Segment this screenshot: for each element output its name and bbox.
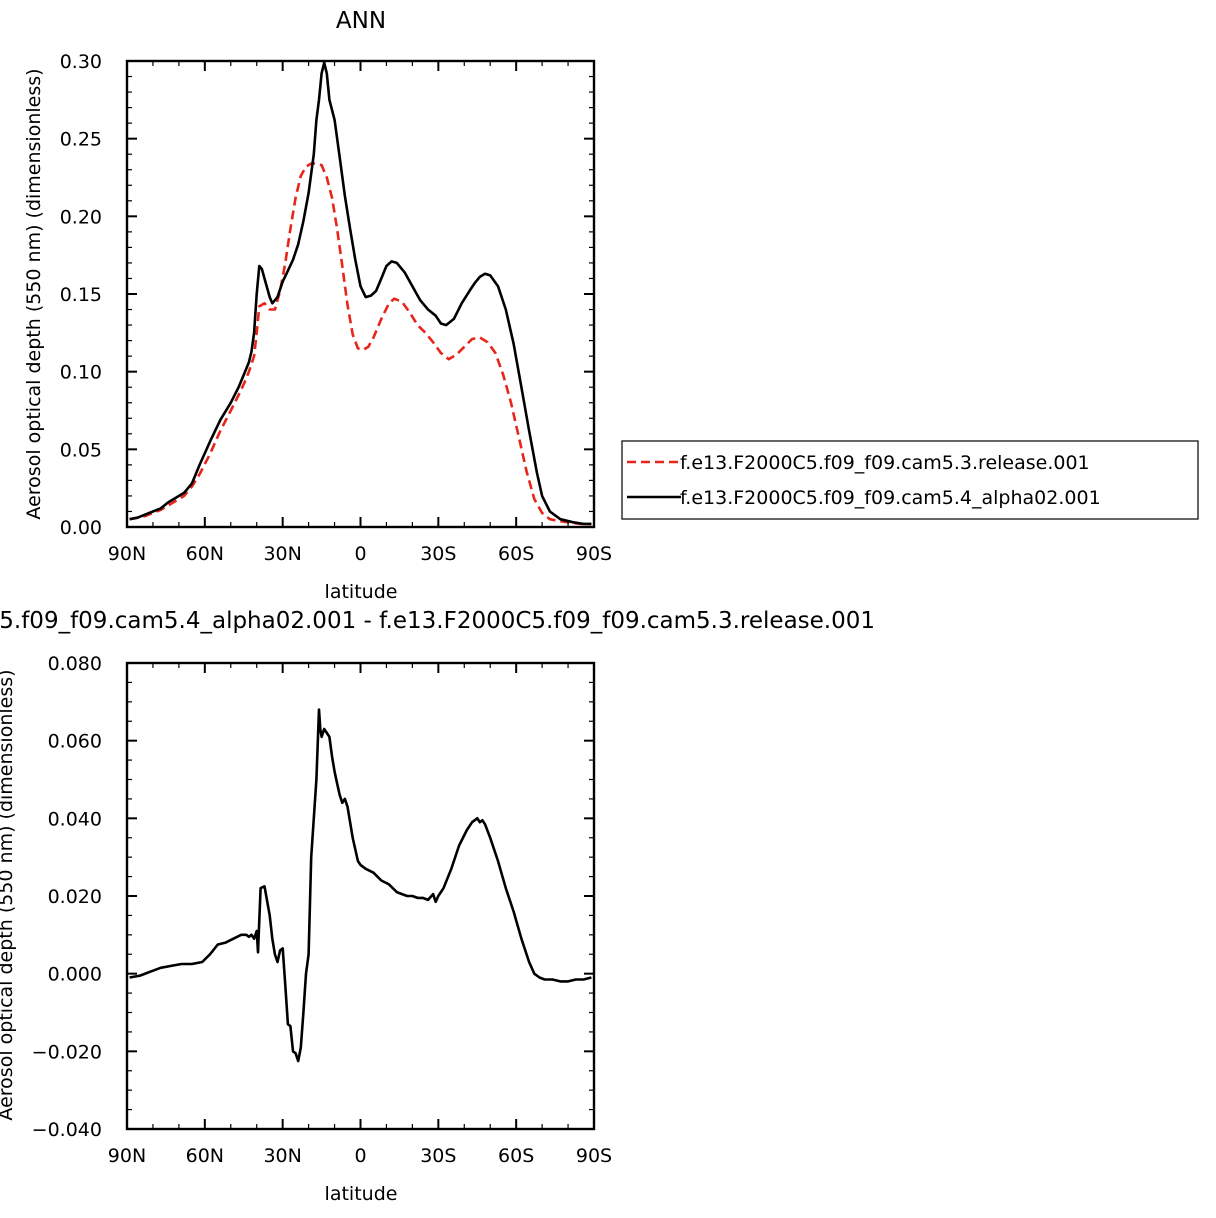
bottom-x-tick-label: 30N [263,1145,301,1167]
top-series-group [129,61,592,526]
legend-box [621,440,1199,520]
top-series-line-0 [129,162,592,526]
top-y-tick-label: 0.15 [60,284,102,306]
bottom-y-tick-label: 0.000 [48,964,102,986]
top-x-tick-label: 90N [108,543,146,565]
bottom-y-tick-label: −0.020 [32,1041,102,1063]
bottom-x-axis-label: latitude [325,1183,398,1205]
bottom-x-tick-label: 90N [108,1145,146,1167]
top-y-tick-label: 0.05 [60,439,102,461]
top-y-tick-label: 0.25 [60,129,102,151]
top-x-tick-label: 30N [263,543,301,565]
bottom-plot-frame [125,661,596,1131]
bottom-y-tick-label: −0.040 [32,1119,102,1141]
top-y-tick-label: 0.20 [60,206,102,228]
top-y-tick-label: 0.30 [60,51,102,73]
bottom-series-group [129,708,592,1063]
top-y-tick-label: 0.10 [60,362,102,384]
bottom-y-tick-label: 0.080 [48,653,102,675]
legend: f.e13.F2000C5.f09_f09.cam5.3.release.001… [621,440,1199,520]
bottom-x-tick-label: 0 [354,1145,366,1167]
legend-label-cam5-4: f.e13.F2000C5.f09_f09.cam5.4_alpha02.001 [680,487,1101,509]
bottom-x-tick-label: 30S [420,1145,456,1167]
bottom-x-tick-label: 60N [186,1145,224,1167]
bottom-series-line-0 [129,708,592,1063]
top-series-line-1 [129,61,592,526]
top-x-axis-label: latitude [325,581,398,603]
top-x-tick-label: 30S [420,543,456,565]
bottom-y-tick-label: 0.040 [48,808,102,830]
top-x-tick-label: 0 [354,543,366,565]
bottom-x-tick-label: 60S [498,1145,534,1167]
top-y-axis-label: Aerosol optical depth (550 nm) (dimensio… [23,68,45,519]
top-x-tick-label: 60S [498,543,534,565]
top-x-tick-label: 60N [186,543,224,565]
bottom-y-tick-label: 0.020 [48,886,102,908]
top-y-tick-label: 0.00 [60,517,102,539]
bottom-chart-title: f.e13.F2000C5.f09_f09.cam5.4_alpha02.001… [0,608,875,634]
top-chart-title: ANN [336,8,386,34]
top-x-tick-label: 90S [576,543,612,565]
bottom-plot-area: 90N 60N 30N 0 30S 60S 90S −0.040 −0.020 0.000 0.02… [32,653,612,1167]
bottom-y-tick-label: 0.060 [48,731,102,753]
bottom-x-tick-label: 90S [576,1145,612,1167]
bottom-y-axis-label: Aerosol optical depth (550 nm) (dimensio… [0,669,17,1120]
top-plot-area: 90N 60N 30N 0 30S 60S 90S 0.00 0.05 0.10 0.15 0.20 0… [60,51,612,565]
legend-label-cam5-3: f.e13.F2000C5.f09_f09.cam5.3.release.001 [680,452,1090,474]
